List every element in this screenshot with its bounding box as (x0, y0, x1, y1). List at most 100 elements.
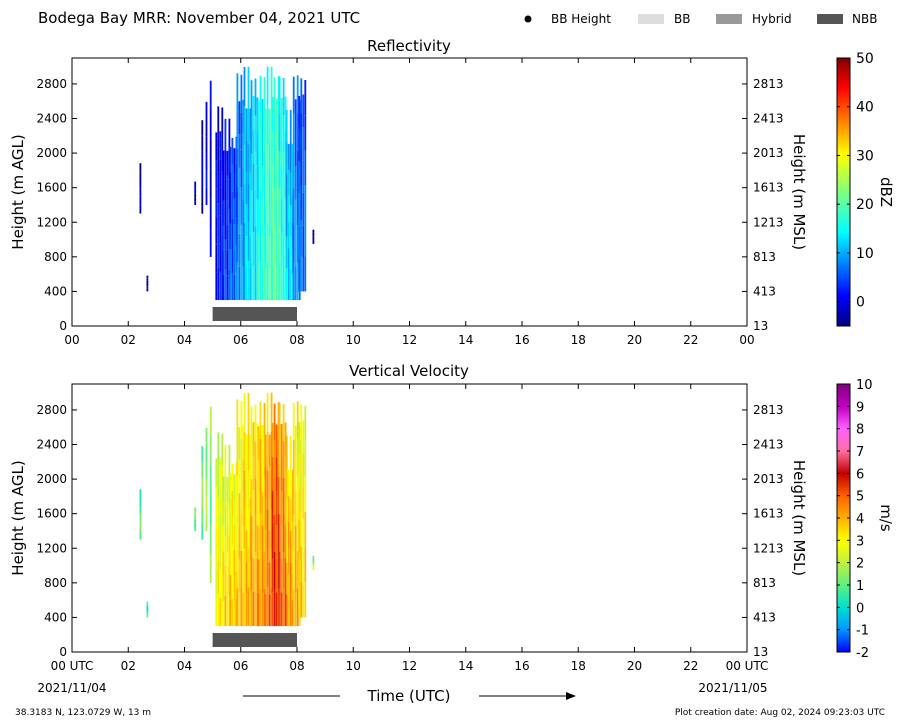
data-cell (217, 464, 220, 497)
data-cell (221, 529, 224, 562)
data-cell (282, 152, 285, 189)
data-cell (235, 517, 238, 545)
data-cell (282, 404, 285, 441)
data-cell (194, 523, 197, 528)
data-cell (284, 164, 287, 199)
data-cell (238, 427, 241, 461)
data-cell (243, 183, 246, 223)
data-cell (231, 518, 234, 545)
data-cell (271, 524, 274, 559)
data-cell (194, 519, 197, 524)
data-cell (226, 476, 229, 502)
data-cell (235, 218, 238, 246)
data-cell (252, 558, 255, 592)
data-cell (261, 132, 264, 166)
data-cell (226, 175, 229, 201)
data-cell (277, 476, 280, 515)
data-cell (252, 422, 255, 456)
data-column (215, 106, 224, 301)
data-cell (247, 105, 250, 145)
data-cell (247, 548, 250, 588)
colorbar-tick-label: -2 (856, 646, 869, 661)
legend-nbb: NBB (852, 12, 877, 26)
data-cell (257, 493, 260, 527)
data-cell (222, 225, 225, 251)
data-cell (194, 507, 197, 512)
data-cell (270, 548, 273, 588)
data-cell (289, 435, 292, 468)
x-tick-label: 00 (64, 333, 79, 347)
data-cell (261, 166, 264, 200)
data-cell (282, 226, 285, 263)
data-cell (215, 132, 218, 161)
data-cell (242, 459, 245, 493)
data-cell (266, 470, 269, 510)
velocity-plot-frame (71, 383, 748, 653)
data-cell (273, 477, 276, 515)
data-column (194, 181, 197, 205)
data-cell (268, 434, 271, 467)
data-cell (250, 226, 253, 264)
data-cell (304, 115, 307, 151)
data-cell (284, 456, 287, 491)
data-cell (289, 531, 292, 563)
data-cell (194, 185, 197, 190)
time-axis-arrowhead (566, 692, 576, 700)
data-cell (282, 589, 285, 627)
data-cell (228, 118, 231, 149)
colorbar-tick-label: 4 (856, 512, 864, 527)
data-cell (280, 525, 283, 559)
data-cell (275, 132, 278, 166)
data-cell (238, 592, 241, 626)
data-cell (291, 496, 294, 522)
y-tick-label-right: 1613 (753, 507, 784, 521)
data-cell (292, 402, 295, 440)
data-cell (228, 179, 231, 210)
data-cell (242, 425, 245, 460)
data-cell (254, 589, 257, 626)
data-cell (289, 205, 292, 237)
time-axis-label: Time (UTC) (367, 687, 451, 705)
data-cell (247, 144, 250, 184)
data-cell (263, 225, 266, 263)
data-cell (257, 526, 260, 560)
data-cell (280, 165, 283, 200)
data-cell (194, 201, 197, 205)
data-cell (256, 491, 259, 525)
data-cell (243, 67, 246, 106)
data-cell (217, 496, 220, 530)
data-cell (243, 548, 246, 588)
data-cell (263, 114, 266, 152)
data-cell (302, 551, 305, 585)
data-cell (284, 130, 287, 165)
y-tick-label-right: 813 (753, 250, 776, 264)
data-cell (271, 422, 274, 457)
x-tick-label: 10 (346, 333, 361, 347)
data-cell (264, 108, 267, 141)
data-cell (278, 188, 281, 226)
data-cell (287, 274, 290, 301)
figure-title: Bodega Bay MRR: November 04, 2021 UTC (38, 9, 360, 27)
data-cell (209, 465, 212, 495)
x-tick-label: 04 (177, 659, 192, 673)
data-cell (294, 592, 297, 627)
data-cell (226, 526, 229, 552)
y-tick-label: 2000 (36, 146, 67, 160)
data-cell (236, 399, 239, 438)
data-cell (245, 594, 248, 626)
data-cell (289, 109, 292, 142)
station-location: 38.3183 N, 123.0729 W, 13 m (15, 708, 151, 718)
data-cell (139, 522, 142, 532)
data-cell (242, 492, 245, 526)
data-cell (215, 244, 218, 273)
data-cell (222, 250, 225, 276)
data-cell (261, 199, 264, 233)
data-cell (271, 96, 274, 131)
data-cell (235, 571, 238, 599)
data-cell (259, 187, 262, 226)
data-cell (284, 96, 287, 131)
data-cell (304, 80, 307, 116)
data-cell (139, 180, 142, 189)
data-column (243, 392, 252, 627)
data-cell (222, 175, 225, 201)
